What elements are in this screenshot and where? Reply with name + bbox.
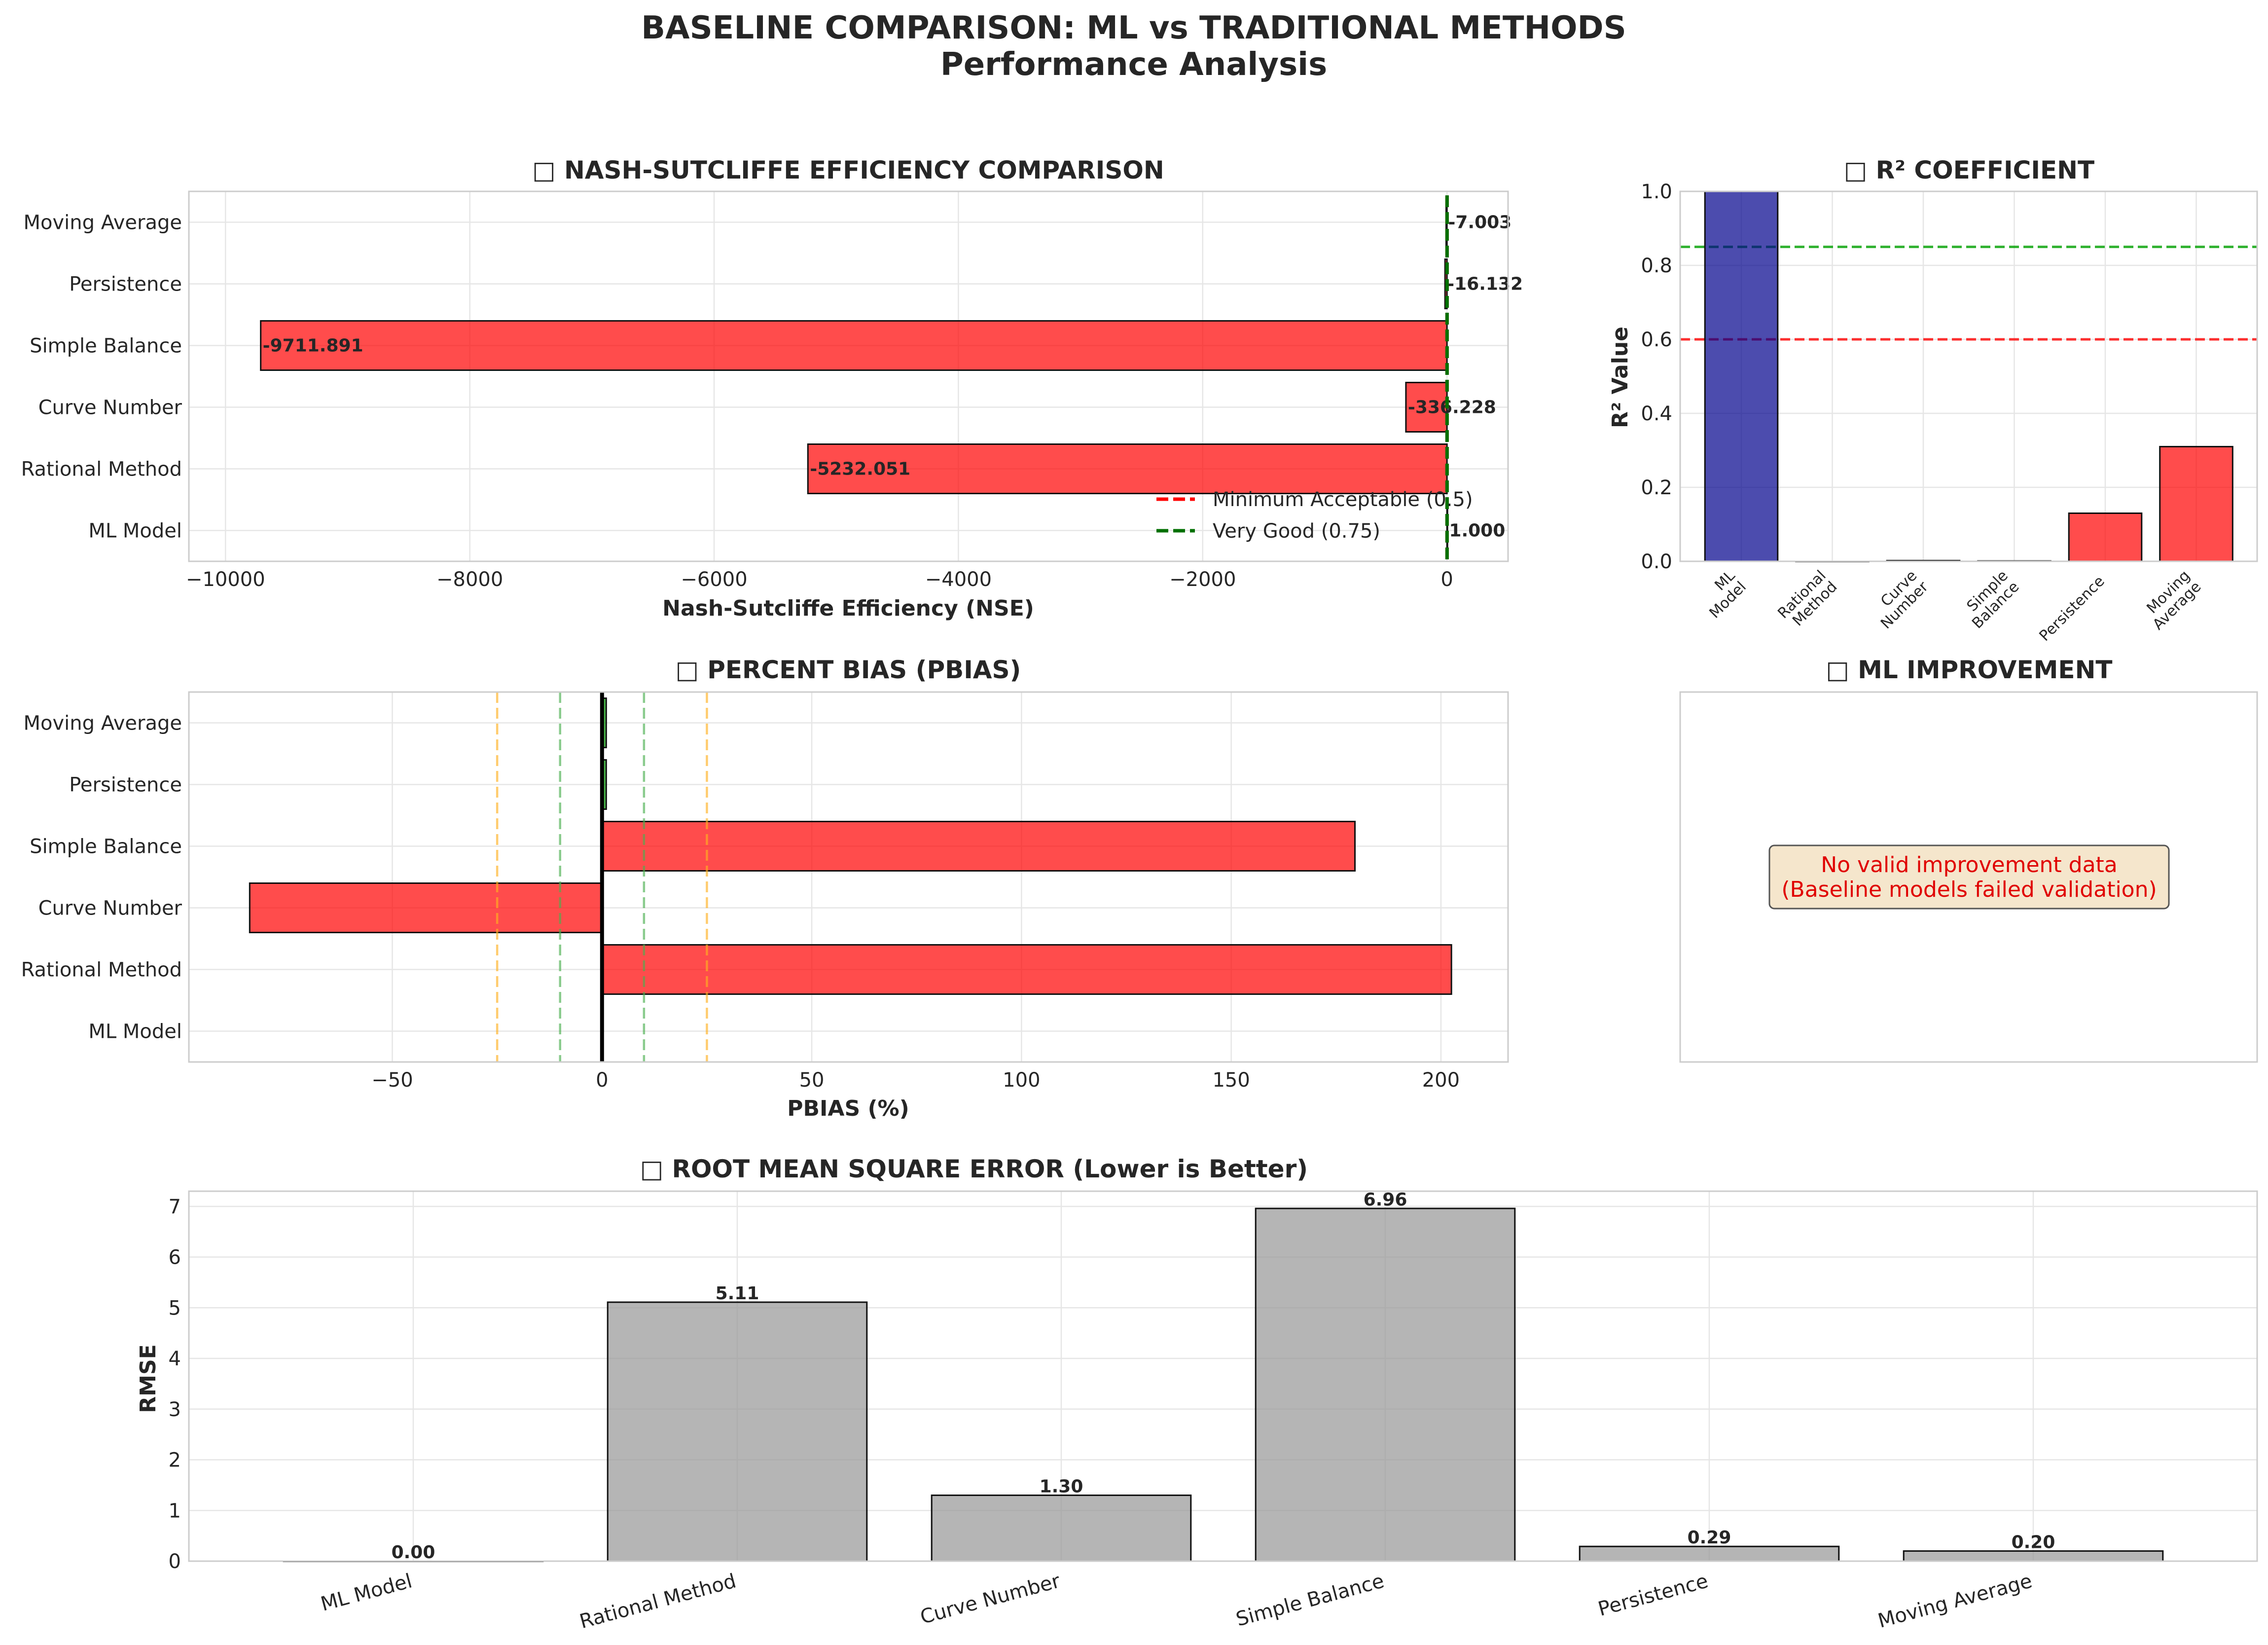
rmse-value-label: 0.29 (1688, 1528, 1731, 1548)
rmse-y-axis-label: RMSE (136, 1344, 161, 1413)
r2-y-tick-label: 0.2 (1641, 476, 1672, 499)
ml-improvement-message-line1: No valid improvement data (1821, 852, 2118, 877)
pbias-category-label: Rational Method (21, 959, 182, 982)
r2-y-axis-label: R² Value (1608, 327, 1633, 428)
nse-value-label: -336.228 (1408, 398, 1496, 418)
pbias-x-tick-label: −50 (371, 1069, 413, 1092)
pbias-bar (601, 821, 1356, 872)
nse-value-label: -7.003 (1448, 213, 1512, 233)
nse-bar (807, 443, 1448, 494)
r2-title: □ R² COEFFICIENT (1844, 156, 2094, 184)
nse-x-tick-label: −2000 (1169, 568, 1236, 591)
pbias-x-tick-label: 150 (1212, 1069, 1250, 1092)
rmse-bar (1903, 1550, 2164, 1562)
rmse-value-label: 6.96 (1364, 1190, 1407, 1210)
r2-bar (2068, 512, 2143, 562)
pbias-panel: □ PERCENT BIAS (PBIAS) PBIAS (%) −50 0 50 1… (21, 656, 1509, 1121)
nse-x-tick-label: −8000 (436, 568, 503, 591)
rmse-value-label: 0.20 (2012, 1532, 2055, 1552)
pbias-x-tick-label: 100 (1003, 1069, 1040, 1092)
rmse-bar (1255, 1207, 1516, 1562)
nse-value-label: -16.132 (1447, 274, 1523, 294)
r2-y-tick-label: 1.0 (1641, 181, 1672, 203)
r2-panel: □ R² COEFFICIENT R² Value 0.0 0.2 0.4 0.6 0.… (1608, 156, 2258, 645)
pbias-x-tick-label: 0 (596, 1069, 608, 1092)
rmse-y-tick-label: 4 (169, 1348, 181, 1370)
nse-x-tick-label: 0 (1440, 568, 1453, 591)
pbias-bar (249, 882, 603, 933)
pbias-category-label: Moving Average (24, 712, 182, 735)
pbias-x-axis-label: PBIAS (%) (787, 1096, 909, 1121)
ml-improvement-message-line2: (Baseline models failed validation) (1781, 877, 2157, 902)
pbias-x-tick-label: 50 (799, 1069, 825, 1092)
figure-title: BASELINE COMPARISON: ML vs TRADITIONAL M… (641, 10, 1626, 46)
r2-bar (2159, 446, 2233, 562)
rmse-value-label: 5.11 (716, 1283, 759, 1304)
nse-bar (260, 320, 1448, 371)
nse-value-label: -5232.051 (810, 459, 910, 479)
rmse-y-tick-label: 3 (169, 1398, 181, 1421)
rmse-y-tick-label: 7 (169, 1196, 181, 1218)
pbias-category-label: ML Model (88, 1021, 182, 1043)
figure-subtitle: Performance Analysis (940, 46, 1327, 83)
nse-panel: □ NASH-SUTCLIFFE EFFICIENCY COMPARISON N… (21, 156, 1523, 621)
pbias-category-label: Simple Balance (30, 836, 182, 858)
rmse-y-tick-label: 2 (169, 1449, 181, 1472)
rmse-y-tick-label: 5 (169, 1297, 181, 1319)
rmse-value-label: 0.00 (392, 1542, 435, 1563)
nse-category-label: Curve Number (38, 397, 182, 419)
nse-x-axis-label: Nash-Sutcliffe Efficiency (NSE) (662, 596, 1034, 621)
nse-x-tick-label: −4000 (925, 568, 992, 591)
rmse-y-tick-label: 1 (169, 1499, 181, 1522)
pbias-category-label: Curve Number (38, 897, 182, 920)
r2-y-tick-label: 0.8 (1641, 255, 1672, 277)
nse-x-tick-label: −6000 (681, 568, 747, 591)
rmse-value-label: 1.30 (1040, 1476, 1083, 1497)
pbias-bar (601, 944, 1452, 995)
nse-category-label: Simple Balance (30, 335, 182, 358)
nse-title: □ NASH-SUTCLIFFE EFFICIENCY COMPARISON (532, 156, 1164, 184)
ml-improvement-message-box (1768, 844, 2170, 910)
nse-category-label: ML Model (88, 520, 182, 543)
pbias-title: □ PERCENT BIAS (PBIAS) (676, 656, 1021, 684)
pbias-category-label: Persistence (69, 774, 182, 797)
ml-improvement-panel: □ ML IMPROVEMENT No valid improvement da… (1679, 656, 2258, 1063)
nse-legend-label: Very Good (0.75) (1213, 520, 1380, 543)
nse-legend-label: Minimum Acceptable (0.5) (1213, 488, 1473, 511)
nse-x-tick-label: −10000 (186, 568, 265, 591)
rmse-title: □ ROOT MEAN SQUARE ERROR (Lower is Bette… (640, 1155, 1308, 1183)
rmse-bar (931, 1494, 1192, 1562)
nse-category-label: Persistence (69, 273, 182, 296)
rmse-y-tick-label: 6 (169, 1246, 181, 1269)
nse-category-label: Moving Average (24, 212, 182, 234)
nse-category-label: Rational Method (21, 458, 182, 481)
ml-improvement-title: □ ML IMPROVEMENT (1826, 656, 2112, 684)
rmse-bar (607, 1301, 868, 1562)
ml-improvement-frame (1679, 691, 2258, 1063)
pbias-plot-frame (188, 691, 1509, 1063)
r2-bar (1704, 190, 1779, 562)
r2-y-tick-label: 0.6 (1641, 329, 1672, 351)
r2-y-tick-label: 0.0 (1641, 550, 1672, 573)
rmse-plot-frame (188, 1190, 2258, 1562)
nse-value-label: 1.000 (1449, 521, 1505, 541)
r2-plot-frame (1679, 190, 2258, 562)
nse-plot-frame (188, 190, 1509, 562)
rmse-y-tick-label: 0 (169, 1550, 181, 1573)
rmse-bar (1579, 1545, 1840, 1562)
nse-value-label: -9711.891 (263, 336, 363, 356)
r2-y-tick-label: 0.4 (1641, 402, 1672, 425)
pbias-x-tick-label: 200 (1422, 1069, 1460, 1092)
